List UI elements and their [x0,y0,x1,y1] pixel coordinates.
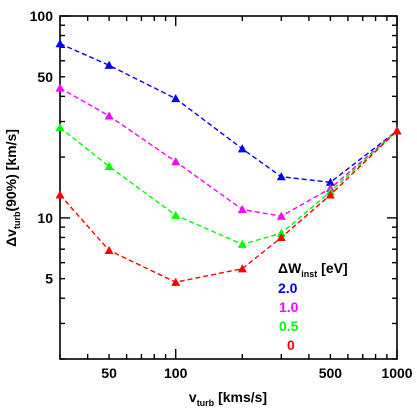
ticks-layer: 50 100 500 1000 5 10 50 100 [30,8,413,381]
plot-frame [59,15,398,360]
data-point-marker [104,111,114,120]
legend-entry-label: 0.5 [279,318,299,334]
legend-entries: 2.0 1.0 0.5 0 [278,280,299,353]
data-point-marker [104,161,114,170]
x-tick-label: 1000 [381,365,412,381]
data-point-marker [55,190,65,199]
x-tick-label: 100 [164,365,188,381]
series-layer [55,39,402,286]
x-tick-label: 500 [319,365,343,381]
legend-title: ΔWinst [eV] [278,260,348,279]
data-point-marker [325,190,335,199]
data-point-marker [104,245,114,255]
series-line-1.0 [59,87,398,217]
data-point-marker [55,39,65,48]
data-point-marker [171,210,181,219]
legend-entry-label: 0 [287,337,295,353]
series-line-0.5 [59,127,398,246]
data-point-marker [237,264,247,273]
data-point-marker [171,277,181,286]
legend-entry-label: 1.0 [279,299,299,315]
data-point-marker [55,123,65,132]
data-point-marker [325,177,335,186]
legend-entry-label: 2.0 [278,280,298,296]
x-axis-title: vturb [kms/s] [189,389,267,408]
y-axis-title: Δvturb(90%) [km/s] [3,129,22,247]
data-point-marker [237,205,247,214]
data-point-marker [237,144,247,153]
data-point-marker [276,172,286,181]
data-point-marker [237,239,247,248]
data-point-marker [392,126,402,135]
data-point-marker [276,228,286,237]
y-tick-label: 5 [45,271,53,287]
x-tick-label: 50 [101,365,117,381]
y-tick-label: 100 [30,8,54,24]
y-tick-label: 10 [37,210,53,226]
data-point-marker [171,157,181,166]
data-point-marker [276,232,286,242]
data-point-marker [171,94,181,103]
data-point-marker [104,60,114,69]
data-point-marker [276,211,286,220]
data-point-marker [55,83,65,92]
y-tick-label: 50 [37,69,53,85]
